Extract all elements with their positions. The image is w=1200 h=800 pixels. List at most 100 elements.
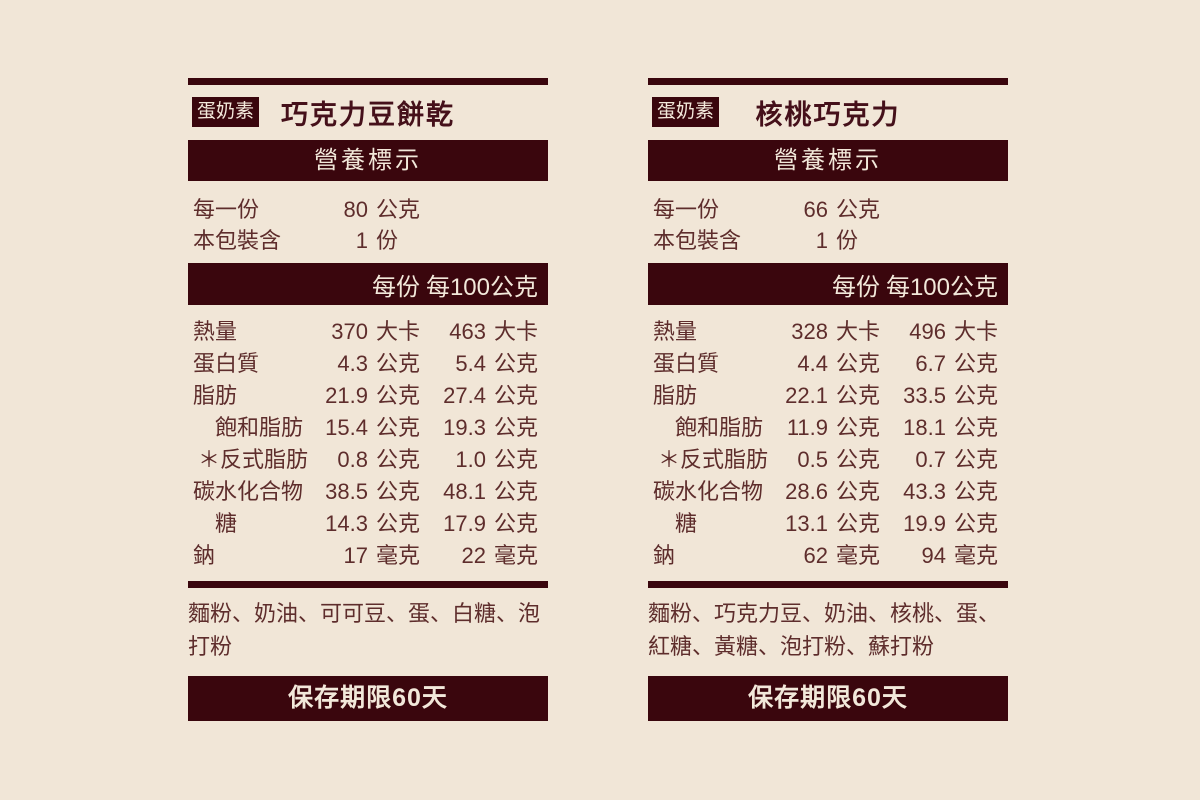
per-serving-unit: 公克: [836, 479, 881, 504]
per-100g-column-header: 每100公克: [885, 273, 998, 301]
nutrition-row-protein: 蛋白質 4.4 公克 6.7 公克: [648, 348, 1008, 380]
per-100g-unit: 公克: [494, 351, 539, 376]
serving-size-row: 每一份 66 公克: [648, 194, 1008, 225]
per-100g-value: 463: [449, 319, 486, 344]
nutrient-name: ＊反式脂肪: [658, 447, 769, 472]
nutrient-name: 飽和脂肪: [675, 415, 764, 440]
nutrition-row-protein: 蛋白質 4.3 公克 5.4 公克: [188, 348, 548, 380]
servings-per-package-label: 本包裝含: [653, 228, 742, 253]
per-serving-unit: 公克: [836, 415, 881, 440]
per-serving-value: 370: [331, 319, 368, 344]
nutrient-name: 飽和脂肪: [215, 415, 304, 440]
nutrition-row-sodium: 鈉 17 毫克 22 毫克: [188, 540, 548, 572]
diet-badge: 蛋奶素: [192, 97, 260, 127]
nutrition-row-calories: 熱量 370 大卡 463 大卡: [188, 316, 548, 348]
ingredients-text: 麵粉、奶油、可可豆、蛋、白糖、泡打粉: [188, 601, 541, 659]
per-100g-value: 0.7: [915, 447, 946, 472]
per-100g-unit: 公克: [954, 383, 999, 408]
per-serving-unit: 公克: [836, 351, 881, 376]
nutrient-name: ＊反式脂肪: [198, 447, 309, 472]
servings-per-package-row: 本包裝含 1 份: [648, 225, 1008, 256]
per-serving-value: 21.9: [325, 383, 368, 408]
per-serving-unit: 公克: [376, 479, 421, 504]
serving-size-value: 66: [803, 197, 828, 222]
servings-per-package-value: 1: [815, 228, 828, 253]
per-100g-unit: 毫克: [494, 543, 539, 568]
servings-per-package-value: 1: [355, 228, 368, 253]
nutrition-row-sugar: 糖 13.1 公克 19.9 公克: [648, 508, 1008, 540]
serving-size-value: 80: [343, 197, 368, 222]
nutrition-row-trans-fat: ＊反式脂肪 0.5 公克 0.7 公克: [648, 444, 1008, 476]
nutrition-row-fat: 脂肪 22.1 公克 33.5 公克: [648, 380, 1008, 412]
nutrition-label-chocolate-chip-cookie: 蛋奶素 巧克力豆餅乾 營養標示 每一份 80 公克 本包裝含 1 份 每份 每1…: [188, 78, 548, 721]
nutrient-name: 糖: [675, 511, 698, 536]
serving-info: 每一份 66 公克 本包裝含 1 份: [648, 194, 1008, 256]
per-100g-value: 5.4: [455, 351, 486, 376]
per-serving-unit: 公克: [376, 447, 421, 472]
per-100g-value: 33.5: [903, 383, 946, 408]
per-100g-unit: 公克: [494, 447, 539, 472]
per-100g-value: 27.4: [443, 383, 486, 408]
per-serving-value: 4.4: [797, 351, 828, 376]
per-serving-value: 28.6: [785, 479, 828, 504]
per-serving-value: 11.9: [786, 415, 828, 440]
servings-per-package-label: 本包裝含: [193, 228, 282, 253]
per-serving-column-header: 每份: [832, 273, 880, 301]
per-100g-value: 18.1: [903, 415, 946, 440]
per-serving-unit: 公克: [836, 447, 881, 472]
shelf-life-bar: 保存期限60天: [648, 676, 1008, 721]
per-100g-unit: 大卡: [954, 319, 999, 344]
per-serving-value: 0.5: [797, 447, 828, 472]
nutrition-row-calories: 熱量 328 大卡 496 大卡: [648, 316, 1008, 348]
per-100g-value: 17.9: [443, 511, 486, 536]
per-100g-value: 496: [909, 319, 946, 344]
per-serving-value: 13.1: [785, 511, 828, 536]
per-100g-unit: 公克: [954, 415, 999, 440]
per-100g-unit: 公克: [494, 511, 539, 536]
per-serving-value: 62: [803, 543, 828, 568]
nutrition-facts-header: 營養標示: [648, 140, 1008, 181]
per-serving-unit: 公克: [836, 511, 881, 536]
nutrition-label-walnut-chocolate: 蛋奶素 核桃巧克力 營養標示 每一份 66 公克 本包裝含 1 份 每份 每10…: [648, 78, 1008, 721]
per-serving-unit: 大卡: [376, 319, 421, 344]
nutrition-row-carbohydrate: 碳水化合物 38.5 公克 48.1 公克: [188, 476, 548, 508]
serving-size-label: 每一份: [653, 197, 720, 222]
per-serving-value: 15.4: [325, 415, 368, 440]
per-serving-unit: 毫克: [376, 543, 421, 568]
per-serving-value: 328: [791, 319, 828, 344]
per-serving-unit: 公克: [376, 415, 421, 440]
per-100g-value: 43.3: [903, 479, 946, 504]
servings-per-package-row: 本包裝含 1 份: [188, 225, 548, 256]
per-100g-value: 6.7: [915, 351, 946, 376]
per-100g-unit: 公克: [494, 415, 539, 440]
per-serving-unit: 公克: [376, 511, 421, 536]
serving-size-label: 每一份: [193, 197, 260, 222]
servings-per-package-unit: 份: [836, 228, 859, 253]
per-serving-value: 22.1: [785, 383, 828, 408]
nutrition-row-carbohydrate: 碳水化合物 28.6 公克 43.3 公克: [648, 476, 1008, 508]
serving-size-unit: 公克: [376, 197, 421, 222]
nutrient-name: 熱量: [193, 319, 238, 344]
nutrient-name: 脂肪: [193, 383, 238, 408]
per-100g-unit: 公克: [954, 351, 999, 376]
nutrition-table: 熱量 370 大卡 463 大卡 蛋白質 4.3 公克 5.4 公克 脂肪 21…: [188, 316, 548, 572]
per-100g-value: 19.9: [903, 511, 946, 536]
per-100g-unit: 毫克: [954, 543, 999, 568]
per-100g-value: 48.1: [443, 479, 486, 504]
nutrition-row-sodium: 鈉 62 毫克 94 毫克: [648, 540, 1008, 572]
per-100g-unit: 公克: [494, 383, 539, 408]
per-100g-unit: 公克: [954, 447, 999, 472]
per-100g-value: 19.3: [443, 415, 486, 440]
serving-size-row: 每一份 80 公克: [188, 194, 548, 225]
nutrient-name: 熱量: [653, 319, 698, 344]
label-header: 蛋奶素 巧克力豆餅乾: [188, 96, 548, 130]
per-100g-column-header: 每100公克: [425, 273, 538, 301]
column-header-bar: 每份 每100公克: [188, 263, 548, 305]
per-100g-value: 94: [921, 543, 946, 568]
per-serving-unit: 公克: [376, 383, 421, 408]
per-serving-unit: 大卡: [836, 319, 881, 344]
product-title: 核桃巧克力: [755, 99, 901, 130]
column-header-bar: 每份 每100公克: [648, 263, 1008, 305]
serving-size-unit: 公克: [836, 197, 881, 222]
nutrition-row-trans-fat: ＊反式脂肪 0.8 公克 1.0 公克: [188, 444, 548, 476]
